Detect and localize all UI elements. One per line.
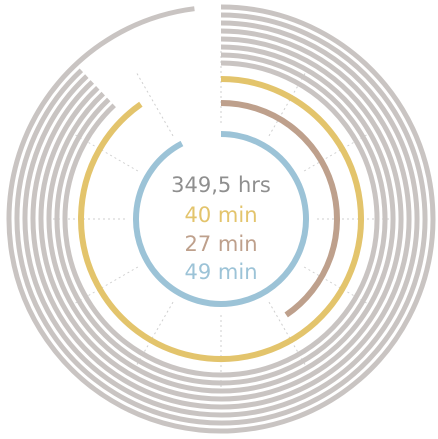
series-arc	[220, 100, 340, 318]
series-arcs	[78, 76, 364, 362]
grid-spoke	[135, 71, 174, 137]
outer-rings	[6, 4, 436, 434]
center-label-series-1: 40 min	[185, 203, 258, 227]
center-labels: 349,5 hrs 40 min 27 min 49 min	[171, 173, 271, 284]
outer-ring-arc	[14, 12, 428, 426]
center-label-series-3: 49 min	[185, 260, 258, 284]
outer-ring-arc	[22, 20, 420, 418]
outer-ring-arc	[62, 60, 380, 378]
series-arc	[133, 131, 309, 307]
center-label-series-2: 27 min	[185, 232, 258, 256]
center-label-total: 349,5 hrs	[171, 173, 271, 197]
outer-ring-arc	[38, 36, 404, 402]
outer-ring-arc	[54, 52, 388, 386]
outer-ring-arc	[46, 44, 396, 394]
series-arc	[78, 76, 364, 362]
outer-ring-arc	[6, 4, 436, 434]
outer-ring-arc	[30, 28, 412, 410]
